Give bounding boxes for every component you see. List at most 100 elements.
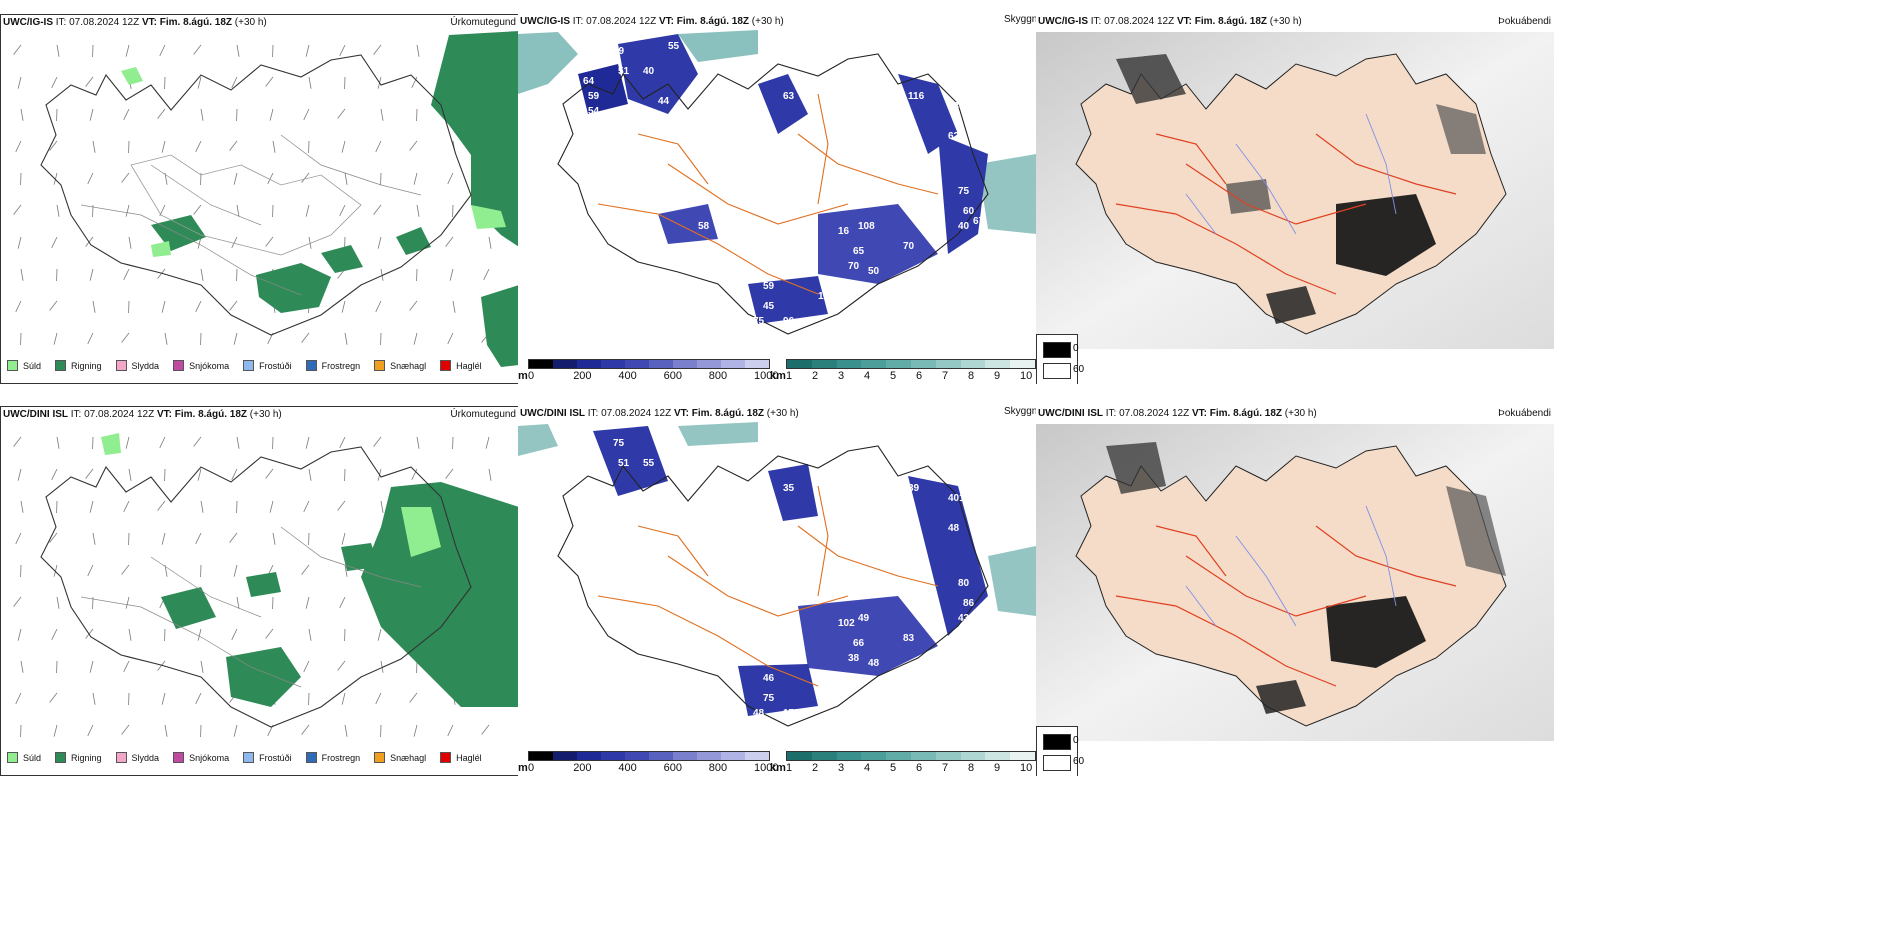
fog-black-swatch: [1043, 342, 1071, 358]
cloud-base-height-label: 62: [948, 131, 960, 142]
cloud-title-row1: Skyggni: [1004, 14, 1040, 25]
fog-panel-row2: UWC/DINI ISL IT: 07.08.2024 12Z VT: Fim.…: [1036, 406, 1554, 776]
colorbar-tick-label: 1: [786, 762, 793, 774]
wind-barb: [159, 436, 166, 448]
valid-time-label: VT:: [156, 409, 172, 420]
wind-barb: [483, 268, 490, 280]
precip-map-row2: [13, 433, 519, 738]
wind-barb: [233, 332, 238, 345]
colorbar-segment: [601, 360, 625, 368]
legend-label: Rigning: [71, 360, 102, 371]
legend-swatch: [305, 360, 317, 371]
valid-time-value: Fim. 8.ágú. 18Z: [159, 17, 232, 28]
colorbar-segment: [935, 752, 961, 760]
wind-barb: [344, 564, 348, 577]
cloud-base-height-label: 39: [908, 483, 920, 494]
colorbar-segment: [745, 360, 769, 368]
ceiling-panel-row1: 49 55 64 51 40 59 54 44 63 116 135 62 75 60 67 40 108 76 7…: [518, 14, 1036, 384]
wind-barb: [452, 300, 456, 313]
colorbar-segment: [886, 360, 911, 368]
cloud-base-height-label: 55: [668, 41, 680, 52]
wind-barb: [20, 500, 24, 513]
init-time: IT: 07.08.2024 12Z: [70, 409, 155, 420]
cloud-base-height-label: 76: [918, 216, 930, 227]
wind-barb: [337, 660, 346, 671]
wind-barb: [195, 692, 202, 704]
visibility-colorbar-row1: [786, 359, 1036, 369]
wind-barb: [121, 332, 130, 343]
valid-time-label: VT:: [1176, 16, 1192, 27]
wind-barb: [193, 204, 202, 215]
wind-barb: [161, 692, 166, 705]
valid-time-label: VT:: [1191, 408, 1207, 419]
precip-legend-item: Slydda: [115, 360, 159, 371]
lead-time: (+30 h): [234, 17, 267, 28]
ceiling-header-row1: UWC/IG-IS IT: 07.08.2024 12Z VT: Fim. 8.…: [520, 16, 784, 28]
wind-barb: [265, 236, 274, 247]
colorbar-segment: [960, 752, 986, 760]
colorbar-tick-label: 800: [708, 762, 728, 774]
colorbar-segment: [721, 360, 745, 368]
colorbar-segment: [577, 752, 601, 760]
ceiling-colorbar-row2: [528, 751, 770, 761]
wind-barb: [236, 596, 240, 609]
colorbar-segment: [886, 752, 911, 760]
wind-barb: [409, 692, 418, 703]
wind-barb: [13, 204, 22, 215]
wind-barb: [308, 76, 312, 89]
cloud-base-height-label: 45: [763, 301, 775, 312]
lead-time: (+30 h): [1284, 408, 1317, 419]
model-name: UWC/DINI ISL: [1038, 408, 1103, 419]
legend-swatch: [374, 752, 386, 763]
wind-barb: [85, 468, 94, 479]
wind-barb: [125, 596, 130, 609]
colorbar-tick-label: 400: [618, 370, 637, 382]
colorbar-tick-label: 1: [786, 370, 793, 382]
wind-barb: [488, 468, 492, 481]
wind-barb: [344, 332, 348, 345]
wind-barb: [267, 172, 274, 184]
cloud-base-height-label: 40: [643, 66, 655, 77]
cloud-base-height-label: 40: [958, 221, 970, 232]
wind-barb: [481, 724, 490, 735]
wind-barb: [200, 660, 204, 673]
visibility-colorbar-row2: [786, 751, 1036, 761]
wind-barb: [195, 140, 202, 152]
init-time: IT: 07.08.2024 12Z: [572, 16, 657, 27]
colorbar-segment: [553, 752, 577, 760]
wind-barb: [265, 468, 274, 479]
wind-barb: [339, 44, 346, 56]
colorbar-tick-label: 7: [942, 762, 949, 774]
fog-white-label: 60: [1073, 364, 1085, 375]
cloud-base-height-label: 86: [963, 598, 975, 609]
ceiling-panel-row2: 75 57 52 51 55 53 54 108 35 39 401 48 80 86 18 43 49 44 83…: [518, 406, 1036, 776]
wind-barb: [49, 532, 58, 543]
legend-label: Súld: [23, 752, 42, 763]
visibility-unit-row2: km: [770, 762, 786, 774]
colorbar-segment: [787, 752, 812, 760]
wind-barb: [488, 236, 492, 249]
precip-legend-item: Slydda: [115, 752, 159, 763]
cloud-base-height-label: 16: [838, 226, 850, 237]
colorbar-segment: [697, 360, 721, 368]
cloud-base-height-label: 44: [658, 96, 670, 107]
legend-swatch: [374, 360, 386, 371]
wind-barb: [197, 468, 202, 481]
cloud-base-height-label: 58: [698, 221, 710, 232]
precip-legend-item: Frostúði: [243, 360, 292, 371]
wind-barb: [413, 724, 418, 737]
cloud-base-height-label: 401: [948, 493, 965, 504]
wind-barb: [236, 204, 240, 217]
legend-swatch: [243, 752, 255, 763]
wind-barb: [197, 628, 202, 641]
wind-barb: [20, 660, 24, 673]
wind-barb: [229, 300, 238, 311]
wind-barb: [89, 500, 94, 513]
wind-barb: [195, 532, 202, 544]
legend-label: Frostregn: [321, 360, 361, 371]
colorbar-segment: [529, 752, 553, 760]
colorbar-segment: [787, 360, 812, 368]
wind-barb: [121, 564, 130, 575]
fog-map-row1: [1036, 32, 1554, 349]
legend-label: Frostúði: [259, 360, 292, 371]
